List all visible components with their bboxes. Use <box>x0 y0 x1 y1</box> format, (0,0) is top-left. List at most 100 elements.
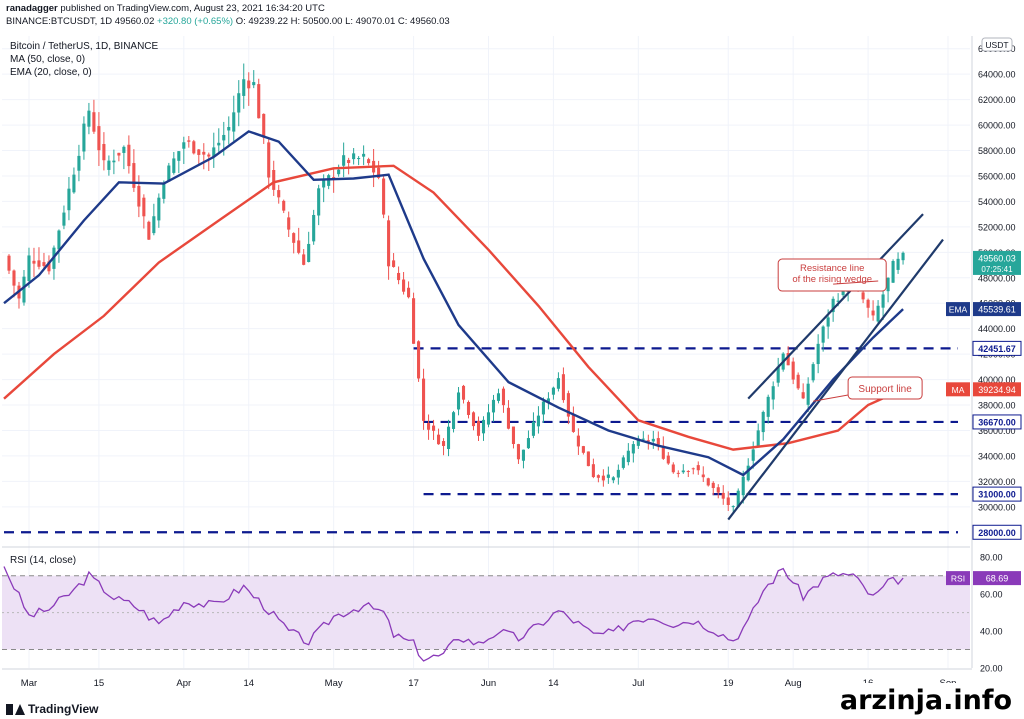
price-change: +320.80 (+0.65%) <box>157 16 234 27</box>
tradingview-logo[interactable]: TradingView <box>6 702 98 716</box>
time-axis[interactable]: Mar15Apr14May17Jun14Jul19Aug16Sep <box>21 678 957 689</box>
rsi-legend[interactable]: RSI (14, close) <box>10 555 77 566</box>
price-tick-label: 52000.00 <box>978 222 1016 232</box>
candle-body <box>417 341 421 379</box>
tag-chip <box>946 302 970 317</box>
rsi-chip <box>946 571 970 586</box>
price-tick-label: 32000.00 <box>978 477 1016 487</box>
candle-body <box>357 158 361 160</box>
candle-body <box>596 475 600 478</box>
candle-body <box>282 200 286 211</box>
candle-body <box>122 146 126 153</box>
candle-body <box>317 188 321 216</box>
candle-body <box>786 353 790 366</box>
grid <box>2 36 973 670</box>
candle-body <box>222 134 226 141</box>
candle-body <box>486 412 491 425</box>
candle-body <box>826 317 830 327</box>
instrument-label[interactable]: Bitcoin / TetherUS, 1D, BINANCE <box>10 41 159 52</box>
candle-body <box>202 151 206 155</box>
candle-body <box>42 262 46 266</box>
candle-body <box>182 142 186 149</box>
close-value: C: 49560.03 <box>397 16 450 27</box>
candle-body <box>616 469 620 478</box>
candle-body <box>427 423 431 430</box>
candle-body <box>332 177 336 179</box>
candle-body <box>451 412 456 429</box>
candle-body <box>771 386 775 400</box>
ema20-line <box>3 130 904 477</box>
candle-body <box>716 487 720 493</box>
candle-body <box>646 440 650 442</box>
candle-body <box>402 279 406 292</box>
candle-body <box>242 79 246 96</box>
price-tick-label: 34000.00 <box>978 451 1016 461</box>
candles <box>7 63 905 512</box>
candle-body <box>397 272 401 281</box>
candle-body <box>551 387 555 395</box>
candle-body <box>252 82 256 86</box>
price-tick-label: 30000.00 <box>978 502 1016 512</box>
candle-body <box>691 468 695 470</box>
resistance-trendline <box>747 213 924 400</box>
candle-body <box>72 174 76 193</box>
candle-body <box>866 299 870 308</box>
rsi-chip-label: RSI <box>951 574 965 584</box>
candle-body <box>711 482 715 489</box>
candle-body <box>297 240 301 253</box>
candle-body <box>97 126 101 151</box>
candle-body <box>27 255 31 282</box>
publish-header: ranadagger published on TradingView.com,… <box>0 0 1024 32</box>
candle-body <box>721 492 725 499</box>
candle-body <box>706 478 710 486</box>
ma-legend[interactable]: MA (50, close, 0) <box>10 54 86 65</box>
price-tick-label: 58000.00 <box>978 146 1016 156</box>
time-tick-label: 14 <box>548 678 559 689</box>
candle-body <box>501 388 506 406</box>
time-tick-label: Apr <box>176 678 191 689</box>
candle-body <box>307 243 311 262</box>
price-axis[interactable]: 30000.00 32000.00 34000.00 36000.00 38000.00… <box>946 37 1022 674</box>
candle-body <box>806 383 810 405</box>
candle-body <box>671 464 675 473</box>
candle-body <box>262 113 266 138</box>
tag-chip-label: EMA <box>949 305 968 315</box>
published-text: published on TradingView.com, August 23,… <box>60 3 325 14</box>
time-tick-label: May <box>325 678 343 689</box>
low-value: L: 49070.01 <box>345 16 396 27</box>
candle-body <box>536 415 540 427</box>
price-tag <box>973 302 1021 317</box>
candle-body <box>12 270 16 286</box>
callout-text: of the rising wedge <box>792 274 872 285</box>
publisher-name[interactable]: ranadagger <box>6 3 58 14</box>
candle-body <box>436 434 441 445</box>
candle-body <box>232 112 236 132</box>
last-price: 49560.02 <box>114 16 155 27</box>
callout-text: Support line <box>858 384 912 395</box>
candle-body <box>287 217 291 230</box>
level-price-label: 31000.00 <box>978 490 1016 500</box>
candle-body <box>347 159 351 164</box>
candle-body <box>382 178 386 215</box>
candle-body <box>237 93 241 113</box>
ema-legend[interactable]: EMA (20, close, 0) <box>10 67 92 78</box>
tradingview-logo-icon <box>6 703 25 715</box>
candle-body <box>491 399 496 413</box>
candle-body <box>516 444 521 460</box>
candle-body <box>861 292 865 300</box>
candle-body <box>187 140 191 142</box>
level-price-tag <box>972 340 1022 356</box>
time-tick-label: Jul <box>632 678 644 689</box>
candle-body <box>37 260 41 267</box>
candle-body <box>217 142 221 146</box>
level-price-label: 36670.00 <box>978 417 1016 427</box>
candle-body <box>387 220 391 267</box>
candle-body <box>731 506 735 508</box>
candle-body <box>367 159 371 164</box>
candle-body <box>571 414 575 432</box>
candle-body <box>521 449 526 461</box>
price-tick-label: 64000.00 <box>978 70 1016 80</box>
candle-body <box>756 430 760 447</box>
